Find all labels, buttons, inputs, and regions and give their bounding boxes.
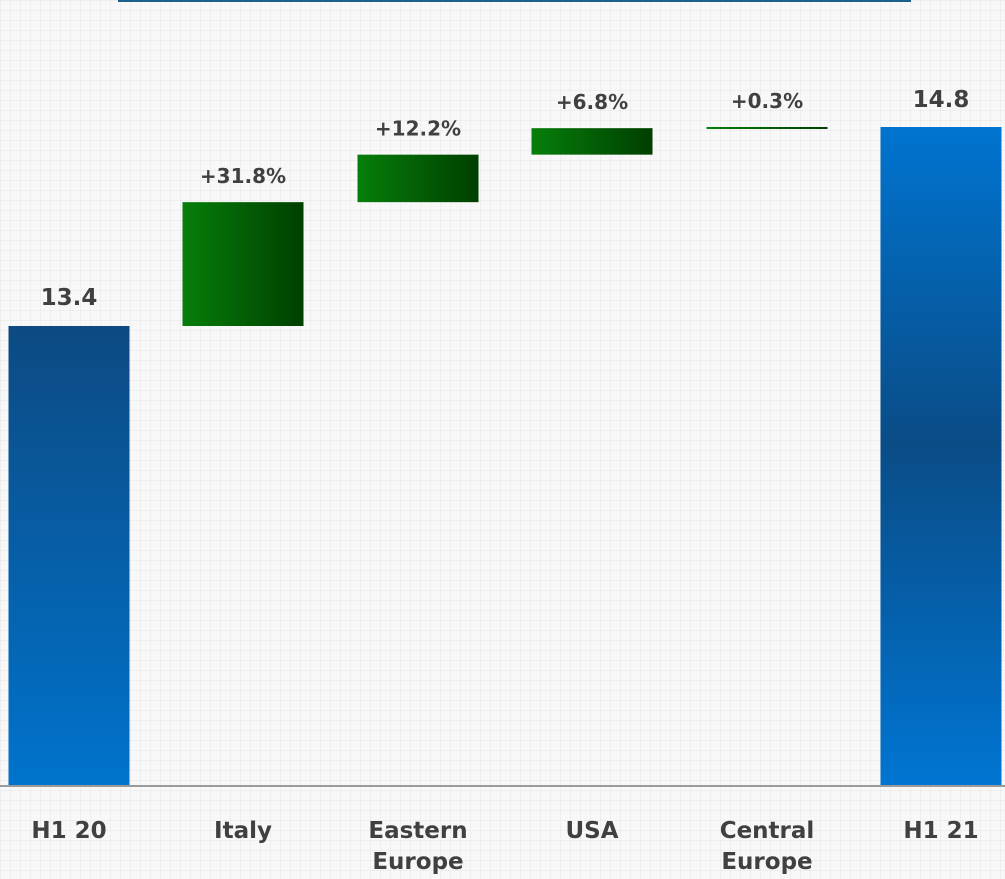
bar-start-total (8, 326, 130, 786)
data-label-increase-2: +12.2% (375, 117, 461, 141)
bar-increase-2 (357, 154, 479, 203)
category-label-2: Italy (214, 818, 272, 844)
bar-increase-4 (706, 127, 828, 129)
category-label-5-line-1: Central (720, 818, 815, 844)
data-label-increase-3: +6.8% (556, 90, 628, 114)
data-label-start-total: 13.4 (41, 285, 98, 311)
bar-increase-3 (531, 128, 653, 155)
data-label-increase-1: +31.8% (200, 164, 286, 188)
data-label-end-total: 14.8 (913, 87, 970, 113)
category-label-3-line-2: Europe (372, 849, 463, 875)
bar-end-total (880, 127, 1002, 786)
bar-increase-1 (182, 202, 304, 326)
header-strip (118, 0, 911, 2)
category-label-3-line-1: Eastern (368, 818, 467, 844)
category-label-1: H1 20 (31, 818, 106, 844)
category-label-5-line-2: Europe (721, 849, 812, 875)
category-label-4: USA (565, 818, 618, 844)
category-label-6: H1 21 (903, 818, 978, 844)
data-label-increase-4: +0.3% (731, 89, 803, 113)
